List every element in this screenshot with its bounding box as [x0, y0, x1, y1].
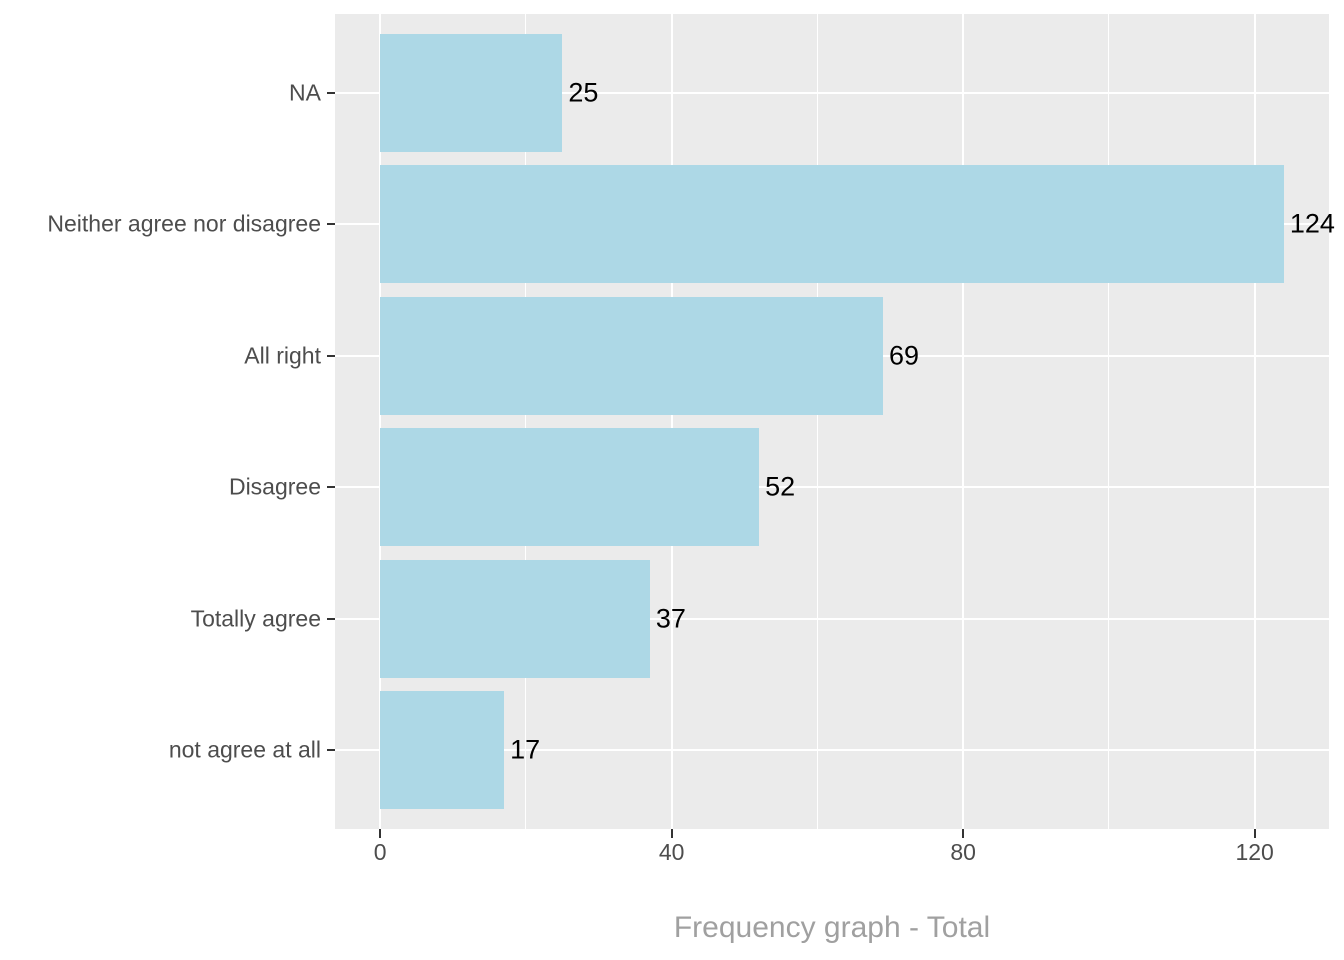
x-axis-title: Frequency graph - Total [673, 911, 991, 944]
bar-value-label: 37 [655, 603, 686, 634]
gridline-major-vertical [962, 14, 965, 829]
x-axis-tick-label: 120 [1235, 839, 1274, 865]
y-axis-category-label: not agree at all [168, 736, 321, 763]
y-axis-category-label: Neither agree nor disagree [47, 210, 321, 237]
x-axis-tick-mark [670, 829, 673, 838]
x-axis-tick-label: 0 [373, 839, 387, 865]
x-axis-tick-mark [962, 829, 965, 838]
y-axis-tick-mark [327, 749, 335, 752]
y-axis-tick-mark [327, 223, 335, 226]
y-axis-category-label: NA [289, 79, 321, 106]
gridline-major-vertical [1253, 14, 1256, 829]
y-axis-tick-mark [327, 91, 335, 94]
x-axis-tick-label: 40 [658, 839, 685, 865]
bar-value-label: 17 [510, 734, 541, 765]
bar-value-label: 69 [889, 340, 920, 371]
bar [380, 296, 883, 415]
bar-value-label: 124 [1289, 208, 1335, 239]
bar [380, 165, 1284, 284]
gridline-major-horizontal [335, 749, 1329, 752]
y-axis-category-label: Disagree [228, 473, 321, 500]
bar [380, 559, 650, 678]
gridline-major-horizontal [335, 617, 1329, 620]
x-axis-tick-mark [379, 829, 382, 838]
y-axis-tick-mark [327, 354, 335, 357]
bar [380, 33, 563, 152]
gridline-major-vertical [670, 14, 673, 829]
bar-value-label: 52 [765, 471, 796, 502]
gridline-minor-vertical [525, 14, 527, 829]
bar [380, 428, 760, 547]
bar [380, 690, 505, 810]
gridline-minor-vertical [1108, 14, 1110, 829]
gridline-major-horizontal [335, 486, 1329, 489]
x-axis-tick-mark [1253, 829, 1256, 838]
y-axis-category-label: Totally agree [190, 605, 321, 632]
gridline-major-horizontal [335, 91, 1329, 94]
bar-value-label: 25 [568, 77, 599, 108]
gridline-major-vertical [379, 14, 382, 829]
gridline-minor-vertical [816, 14, 818, 829]
y-axis-tick-mark [327, 486, 335, 489]
y-axis-category-label: All right [244, 342, 321, 369]
x-axis-tick-label: 80 [950, 839, 976, 865]
y-axis-tick-mark [327, 617, 335, 620]
plot-panel: 25 124 69 52 37 17 [335, 14, 1335, 829]
